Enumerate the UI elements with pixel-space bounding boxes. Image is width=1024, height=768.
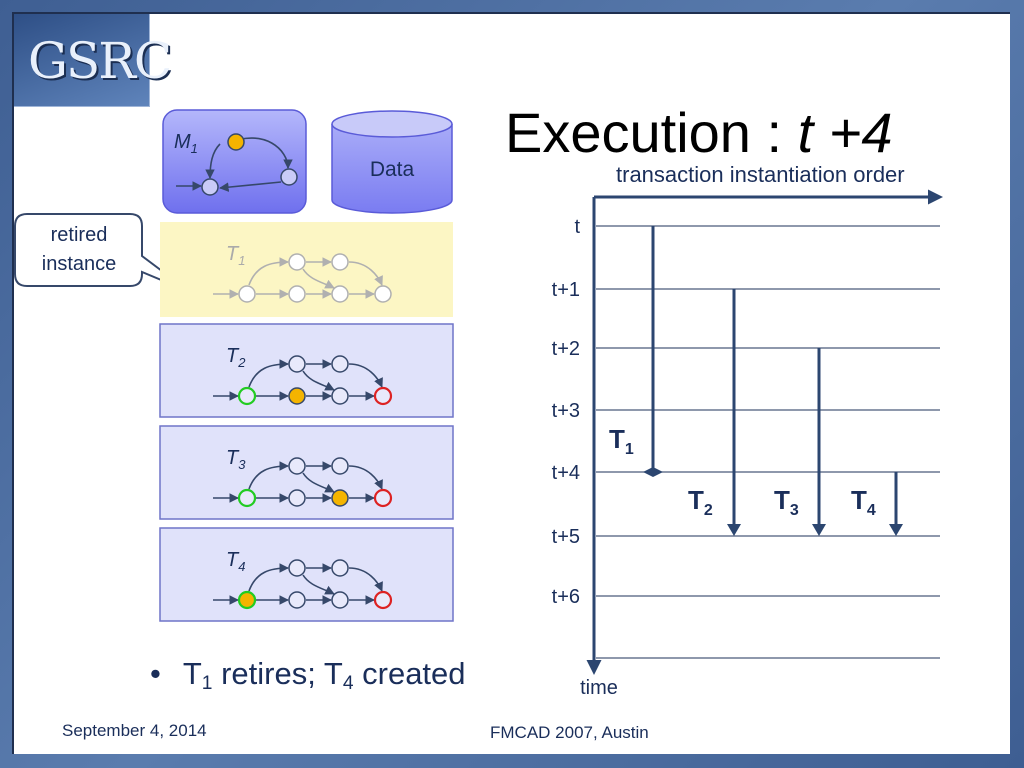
model-box: M1 — [162, 109, 307, 214]
instance-label: T1 — [226, 243, 245, 268]
model-state-active — [227, 133, 245, 151]
timeline: time t t+1 t+2 t+3 t+4 t+5 t+6 T1 T2 T3 T4 — [552, 189, 943, 699]
slide-title: Execution : t +4 — [505, 101, 893, 164]
transaction-4: T4 — [851, 472, 903, 536]
tick-label-t: t — [574, 216, 580, 238]
logo-text: GSRC — [28, 32, 172, 90]
instance-panels: T1 T2 T3 T4 — [159, 222, 454, 622]
footer-conference: FMCAD 2007, Austin — [490, 723, 649, 742]
tick-label-t+2: t+2 — [552, 338, 580, 360]
retired-callout: retired instance — [14, 213, 191, 293]
state-node-3 — [331, 387, 349, 405]
instance-panel-box — [159, 323, 454, 418]
state-node-4 — [373, 386, 393, 406]
order-axis-label: transaction instantiation order — [616, 162, 905, 187]
instance-panel-box — [159, 527, 454, 622]
instance-panel-box — [159, 425, 454, 520]
state-node-6 — [331, 559, 349, 577]
tick-label-t+6: t+6 — [552, 586, 580, 608]
arrow-head — [889, 524, 903, 536]
data-label: Data — [370, 158, 415, 181]
page-number: 14 — [985, 729, 1003, 746]
model-label: M1 — [174, 131, 198, 156]
state-node-6 — [331, 457, 349, 475]
data-cylinder: Data — [331, 110, 453, 214]
state-node-5 — [288, 253, 306, 271]
footer-date: September 4, 2014 — [62, 721, 207, 740]
transaction-3: T3 — [774, 348, 826, 536]
state-node-4 — [373, 590, 393, 610]
state-node-3 — [331, 591, 349, 609]
instance-1: T1 — [160, 222, 453, 317]
retired-end-mark — [643, 467, 663, 477]
state-node-1 — [237, 488, 257, 508]
callout-line1: retired — [51, 224, 108, 246]
tick-label-t+3: t+3 — [552, 400, 580, 422]
instance-label: T2 — [226, 345, 246, 370]
transaction-label: T3 — [774, 485, 799, 519]
arrow-head — [812, 524, 826, 536]
transaction-2: T2 — [688, 289, 741, 536]
state-node-3 — [331, 489, 349, 507]
state-node-3 — [331, 285, 349, 303]
instance-2: T2 — [159, 323, 454, 418]
state-node-1 — [238, 285, 256, 303]
time-axis-label: time — [580, 677, 618, 699]
instance-label: T4 — [226, 549, 245, 574]
instance-label: T3 — [226, 447, 246, 472]
state-node-6 — [331, 355, 349, 373]
transaction-label: T4 — [851, 485, 876, 519]
transaction-label: T1 — [609, 424, 634, 458]
state-node-6 — [331, 253, 349, 271]
state-node-2 — [288, 591, 306, 609]
tick-label-t+4: t+4 — [552, 462, 580, 484]
transaction-label: T2 — [688, 485, 713, 519]
state-node-2 — [288, 387, 306, 405]
state-node-1 — [237, 590, 257, 610]
arrow-head — [727, 524, 741, 536]
tick-label-t+5: t+5 — [552, 526, 580, 548]
tick-label-t+1: t+1 — [552, 279, 580, 301]
transaction-1: T1 — [609, 226, 663, 477]
state-node-5 — [288, 457, 306, 475]
instance-3: T3 — [159, 425, 454, 520]
state-node-5 — [288, 559, 306, 577]
state-node-2 — [288, 285, 306, 303]
instance-4: T4 — [159, 527, 454, 622]
state-node-2 — [288, 489, 306, 507]
callout-line2: instance — [42, 253, 117, 275]
state-node-5 — [288, 355, 306, 373]
state-node-1 — [237, 386, 257, 406]
state-node-4 — [374, 285, 392, 303]
bullet-point: • T1 retires; T4 created — [150, 656, 466, 694]
state-node-4 — [373, 488, 393, 508]
logo: GSRC — [14, 14, 172, 107]
